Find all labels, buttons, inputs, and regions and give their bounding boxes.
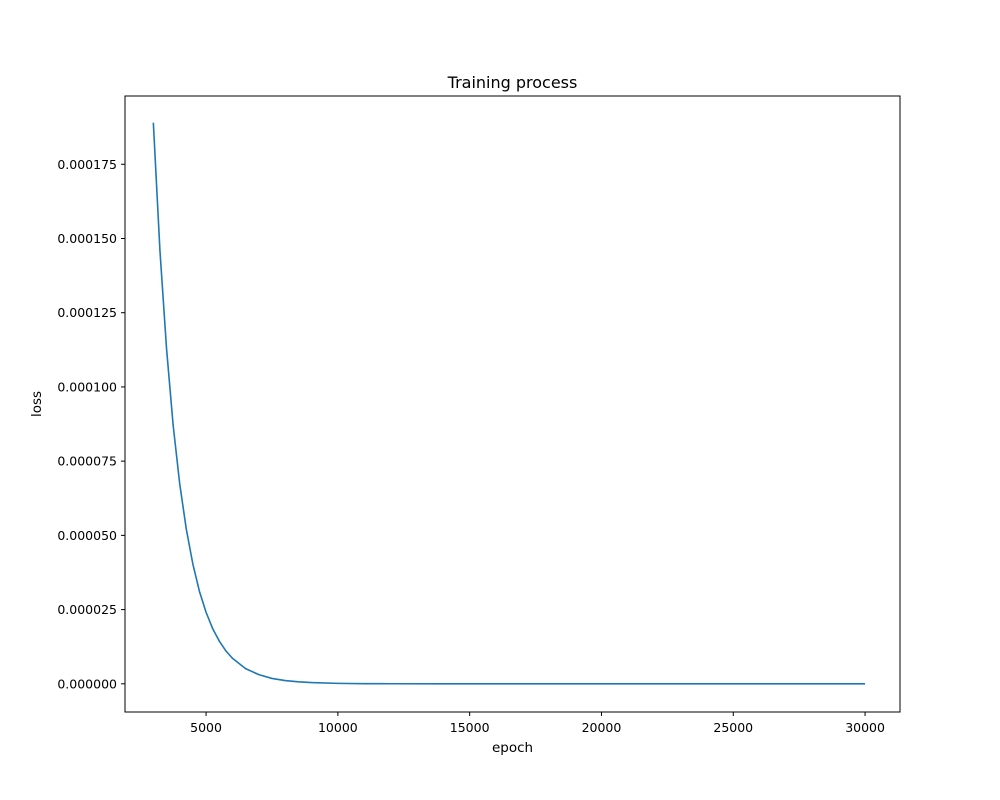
x-axis-ticks: 5000 10000 15000 20000 25000 30000 — [190, 712, 885, 735]
y-tick-label: 0.000175 — [57, 157, 117, 172]
x-axis-label: epoch — [492, 740, 533, 756]
x-tick-label: 10000 — [318, 720, 358, 735]
loss-series-line — [152, 122, 866, 685]
y-axis-ticks: 0.000000 0.000025 0.000050 0.000075 0.000100… — [57, 157, 125, 691]
plot-area — [125, 96, 900, 712]
y-tick-label: 0.000050 — [57, 528, 117, 543]
x-tick-label: 20000 — [582, 720, 622, 735]
y-tick-label: 0.000025 — [57, 602, 117, 617]
x-tick-label: 30000 — [845, 720, 885, 735]
x-tick-label: 5000 — [190, 720, 222, 735]
x-tick-label: 15000 — [450, 720, 490, 735]
y-tick-label: 0.000075 — [57, 454, 117, 469]
y-tick-label: 0.000000 — [57, 676, 117, 691]
chart-title: Training process — [447, 73, 578, 92]
y-tick-label: 0.000125 — [57, 305, 117, 320]
y-tick-label: 0.000100 — [57, 379, 117, 394]
plot-frame — [124, 95, 901, 713]
plot-background — [125, 96, 900, 712]
y-tick-label: 0.000150 — [57, 231, 117, 246]
x-tick-label: 25000 — [713, 720, 753, 735]
y-axis-label: loss — [29, 391, 45, 417]
